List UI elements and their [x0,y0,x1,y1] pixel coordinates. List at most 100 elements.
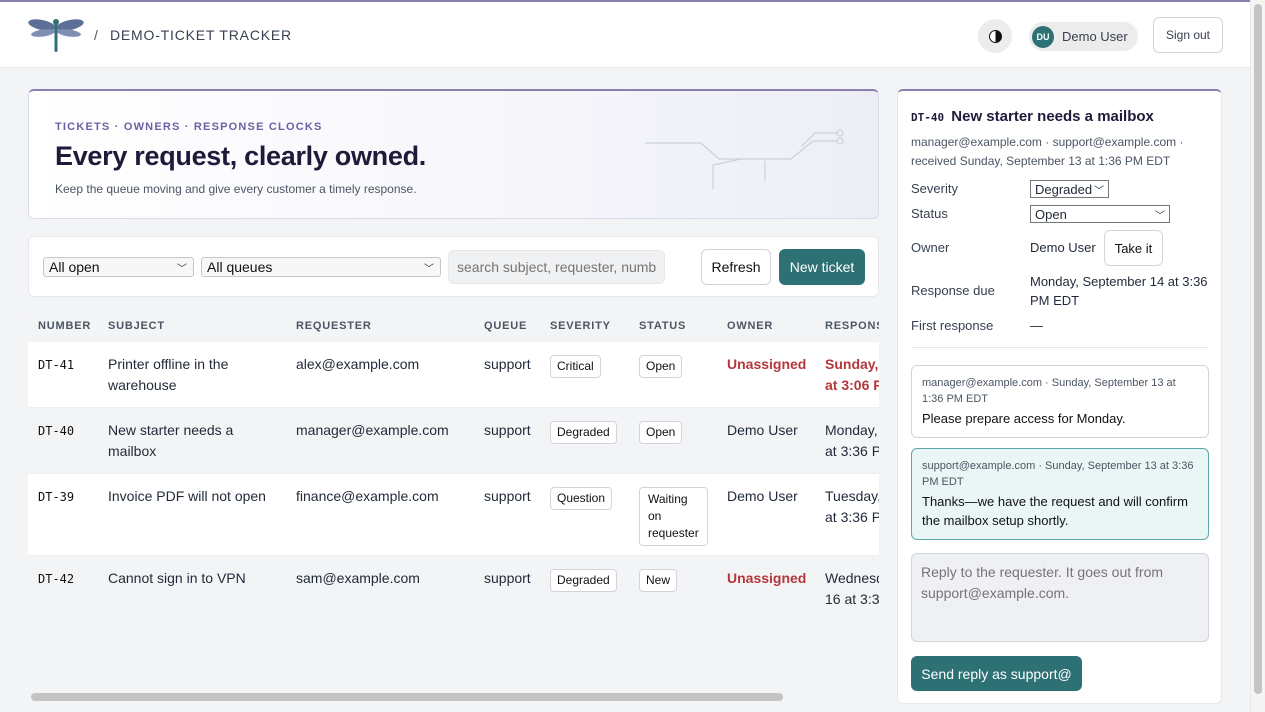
severity-select[interactable]: Degraded ﹀ [1030,180,1109,198]
status-select[interactable]: Open ﹀ [1030,205,1170,223]
ticket-requester: finance@example.com [296,488,439,504]
scrollbar-thumb[interactable] [31,693,783,701]
status-badge: New [639,569,678,592]
table-row[interactable]: DT-42 Cannot sign in to VPN sam@example.… [28,556,879,624]
ticket-owner: Demo User [727,488,798,504]
response-due-value: Monday, September 14 at 3:36 PM EDT [1030,274,1208,308]
severity-badge: Degraded [550,421,617,444]
column-header-owner[interactable]: OWNER [727,320,774,332]
status-value: Open [1035,206,1067,222]
chevron-down-icon: ﹀ [424,264,434,275]
ticket-queue: support [484,422,531,438]
detail-subject: New starter needs a mailbox [951,108,1154,125]
send-reply-button[interactable]: Send reply as support@ [911,656,1082,691]
hero-banner: TICKETS · OWNERS · RESPONSE CLOCKS Every… [28,89,879,219]
ticket-table: NUMBER SUBJECT REQUESTER QUEUE SEVERITY … [28,310,879,624]
message-meta: support@example.com · Sunday, September … [922,460,1194,488]
ticket-number: DT-42 [38,572,75,586]
avatar: DU [1032,25,1054,48]
response-due: Sunday, September 13 at 3:06 PM EDT [825,356,879,393]
table-horizontal-scrollbar[interactable] [28,691,879,703]
response-due: Monday, September 14 at 3:36 PM EDT [825,422,879,459]
ticket-subject: Invoice PDF will not open [108,488,266,504]
message-body: Please prepare access for Monday. [922,411,1126,426]
message-item: manager@example.com · Sunday, September … [911,365,1209,438]
response-due-label: Response due [911,283,995,298]
ticket-queue: support [484,570,531,586]
ticket-owner: Demo User [727,422,798,438]
new-ticket-button[interactable]: New ticket [779,249,865,285]
user-menu[interactable]: DU Demo User [1029,22,1138,51]
ticket-subject: Printer offline in the warehouse [108,356,229,393]
severity-label: Severity [911,181,958,196]
circuit-decoration-icon [645,129,844,189]
severity-value: Degraded [1035,181,1093,197]
detail-title: DT-40 New starter needs a mailbox [911,108,1154,125]
response-due: Wednesday, September 16 at 3:36 PM EDT [825,570,879,607]
status-filter-value: All open [49,259,100,275]
table-row[interactable]: DT-39 Invoice PDF will not open finance@… [28,474,879,556]
ticket-requester: alex@example.com [296,356,420,372]
ticket-owner: Unassigned [727,570,807,586]
ticket-filters: All open ﹀ All queues ﹀ Refresh New tick… [28,236,879,297]
column-header-response-due[interactable]: RESPONSE DUE [825,320,879,332]
ticket-number: DT-39 [38,490,75,504]
severity-badge: Degraded [550,569,617,592]
app-header: / DEMO-TICKET TRACKER DU Demo User Sign … [0,2,1250,68]
dragonfly-logo-icon[interactable] [28,16,84,54]
ticket-subject: Cannot sign in to VPN [108,570,246,586]
queue-filter-select[interactable]: All queues ﹀ [201,257,441,277]
divider [911,347,1209,348]
owner-label: Owner [911,240,950,255]
page-scrollbar[interactable] [1250,0,1265,712]
take-it-button[interactable]: Take it [1104,230,1163,266]
detail-meta: manager@example.com · support@example.co… [911,135,1184,168]
column-header-number[interactable]: NUMBER [38,320,92,332]
first-response-label: First response [911,318,994,333]
ticket-number: DT-41 [38,358,75,372]
status-label: Status [911,206,948,221]
chevron-down-icon: ﹀ [1094,186,1104,197]
theme-toggle-button[interactable] [978,19,1012,53]
ticket-queue: support [484,488,531,504]
top-accent-line [0,0,1265,2]
user-name: Demo User [1062,29,1128,44]
chevron-down-icon: ﹀ [177,264,187,275]
message-meta: manager@example.com · Sunday, September … [922,377,1176,405]
severity-badge: Question [550,487,613,510]
table-row[interactable]: DT-40 New starter needs a mailbox manage… [28,408,879,474]
app-title[interactable]: DEMO-TICKET TRACKER [110,27,292,43]
message-body: Thanks—we have the request and will conf… [922,494,1188,528]
scrollbar-thumb[interactable] [1254,4,1262,694]
sign-out-button[interactable]: Sign out [1153,17,1223,53]
queue-filter-value: All queues [207,259,273,275]
status-badge: Open [639,355,683,378]
chevron-down-icon: ﹀ [1155,211,1165,222]
column-header-status[interactable]: STATUS [639,320,687,332]
column-header-requester[interactable]: REQUESTER [296,320,372,332]
column-header-subject[interactable]: SUBJECT [108,320,165,332]
severity-badge: Critical [550,355,601,378]
status-badge: Waiting on requester [639,487,708,546]
ticket-detail-panel: DT-40 New starter needs a mailbox manage… [897,89,1222,704]
status-filter-select[interactable]: All open ﹀ [43,257,194,277]
response-due: Tuesday, September 15 at 3:36 PM EDT [825,488,879,525]
ticket-requester: sam@example.com [296,570,420,586]
ticket-subject: New starter needs a mailbox [108,422,234,459]
breadcrumb-separator: / [94,27,98,43]
detail-ticket-number: DT-40 [911,111,945,124]
contrast-icon [988,29,1002,43]
page-title: Every request, clearly owned. [55,141,426,171]
refresh-button[interactable]: Refresh [701,249,771,285]
search-input[interactable] [448,250,665,284]
status-badge: Open [639,421,683,444]
column-header-severity[interactable]: SEVERITY [550,320,611,332]
owner-value: Demo User [1030,240,1096,255]
column-header-queue[interactable]: QUEUE [484,320,528,332]
ticket-requester: manager@example.com [296,422,449,438]
table-row[interactable]: DT-41 Printer offline in the warehouse a… [28,342,879,408]
ticket-owner: Unassigned [727,356,807,372]
hero-subtitle: Keep the queue moving and give every cus… [55,182,417,196]
reply-textarea[interactable] [911,553,1209,642]
ticket-queue: support [484,356,531,372]
